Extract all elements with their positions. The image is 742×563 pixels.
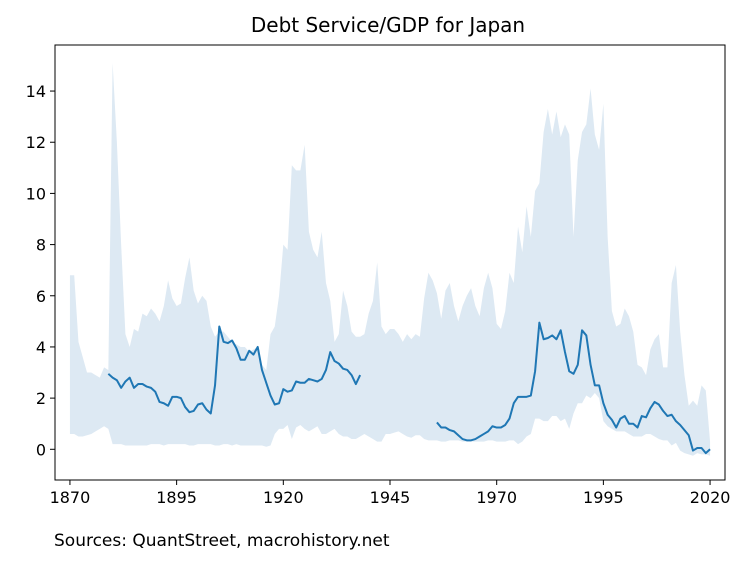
y-tick-label: 8 [36,236,46,255]
y-tick-label: 6 [36,287,46,306]
range-band [69,62,711,456]
y-axis: 0 2 4 6 8 10 12 14 [26,82,55,459]
y-tick-label: 0 [36,440,46,459]
x-tick-label: 1870 [50,488,91,507]
band-layer [69,62,711,456]
x-tick-label: 1920 [263,488,304,507]
x-tick-label: 1970 [476,488,517,507]
line-layer [107,321,711,455]
x-tick-label: 1895 [156,488,197,507]
y-tick-label: 12 [26,133,46,152]
x-tick-label: 1945 [370,488,411,507]
series-line-segment-2 [436,321,711,455]
chart-title: Debt Service/GDP for Japan [251,13,525,37]
y-tick-label: 10 [26,184,46,203]
x-tick-label: 2020 [690,488,731,507]
y-tick-label: 4 [36,338,46,357]
x-axis: 1870 1895 1920 1945 1970 1995 2020 [50,480,731,507]
y-tick-label: 14 [26,82,46,101]
x-tick-label: 1995 [583,488,624,507]
series-line-segment-1 [107,325,362,415]
source-note: Sources: QuantStreet, macrohistory.net [54,531,390,551]
y-tick-label: 2 [36,389,46,408]
